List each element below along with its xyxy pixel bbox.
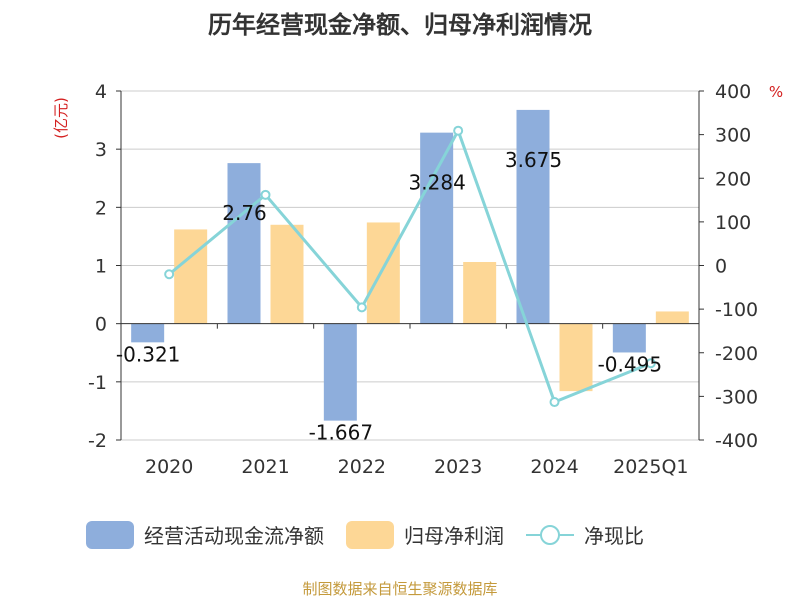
x-tick-label: 2022 — [338, 456, 386, 478]
cashflow-bar — [227, 163, 261, 324]
legend-point-swatch — [540, 525, 560, 545]
left-tick-label: -1 — [88, 372, 107, 394]
net-profit-bar — [463, 262, 497, 324]
cashflow-bar — [612, 323, 646, 353]
left-tick-label: -2 — [88, 430, 107, 452]
left-tick-label: 1 — [95, 256, 107, 278]
left-tick-label: 4 — [95, 81, 107, 103]
right-tick-label: -400 — [715, 430, 758, 452]
cashflow-data-label: -1.667 — [309, 421, 373, 445]
right-tick-label: 200 — [715, 168, 751, 190]
ratio-point — [645, 358, 656, 369]
gridlines — [121, 90, 699, 441]
net-profit-bar — [655, 311, 689, 324]
x-tick-label: 2021 — [241, 456, 289, 478]
left-tick-label: 0 — [95, 314, 107, 336]
x-tick-label: 2023 — [434, 456, 482, 478]
ratio-point — [164, 269, 175, 280]
right-tick-label: 300 — [715, 125, 751, 147]
right-tick-label: 100 — [715, 212, 751, 234]
ratio-line-path — [168, 127, 652, 405]
legend-label: 归母净利润 — [404, 524, 504, 548]
left-axis-unit: (亿元) — [52, 97, 70, 139]
legend-label: 净现比 — [584, 524, 644, 548]
legend-swatch — [86, 521, 134, 549]
left-tick-label: 3 — [95, 139, 107, 161]
ratio-point — [356, 302, 367, 313]
cashflow-bar — [323, 323, 357, 421]
bars — [131, 109, 689, 421]
ratio-point — [453, 125, 464, 136]
source-note: 制图数据来自恒生聚源数据库 — [302, 580, 497, 598]
x-tick-label: 2024 — [530, 456, 578, 478]
axes: 4 3 2 1 0 -1 -2 400 300 200 100 0 -100 -200 -300 -400 20… — [88, 81, 758, 478]
right-axis-unit: % — [769, 83, 783, 101]
net-profit-bar — [559, 323, 593, 392]
data-labels: -0.321 2.76 -1.667 3.284 3.675 -0.495 — [116, 148, 662, 445]
net-profit-bar — [174, 229, 208, 324]
cashflow-data-label: 2.76 — [222, 201, 267, 225]
ratio-line — [164, 125, 656, 408]
net-profit-bar — [270, 224, 304, 324]
chart-title: 历年经营现金净额、归母净利润情况 — [208, 11, 592, 39]
right-tick-label: 400 — [715, 81, 751, 103]
legend-swatch — [346, 521, 394, 549]
left-tick-label: 2 — [95, 197, 107, 219]
right-tick-label: -200 — [715, 343, 758, 365]
cashflow-bar — [131, 323, 165, 343]
cashflow-data-label: 3.675 — [505, 148, 562, 172]
cashflow-bar — [516, 109, 550, 324]
x-tick-label: 2020 — [145, 456, 193, 478]
right-tick-label: 0 — [715, 256, 727, 278]
cashflow-data-label: 3.284 — [409, 171, 466, 195]
right-tick-label: -100 — [715, 299, 758, 321]
cashflow-data-label: -0.321 — [116, 342, 180, 366]
ratio-point — [549, 397, 560, 408]
legend: 经营活动现金流净额 归母净利润 净现比 — [86, 521, 644, 549]
right-tick-label: -300 — [715, 386, 758, 408]
legend-label: 经营活动现金流净额 — [144, 524, 324, 548]
x-tick-label: 2025Q1 — [613, 456, 688, 478]
cashflow-data-label: -0.495 — [598, 352, 662, 376]
ratio-point — [260, 189, 271, 200]
net-profit-bar — [366, 222, 400, 324]
cashflow-bar — [420, 132, 454, 324]
